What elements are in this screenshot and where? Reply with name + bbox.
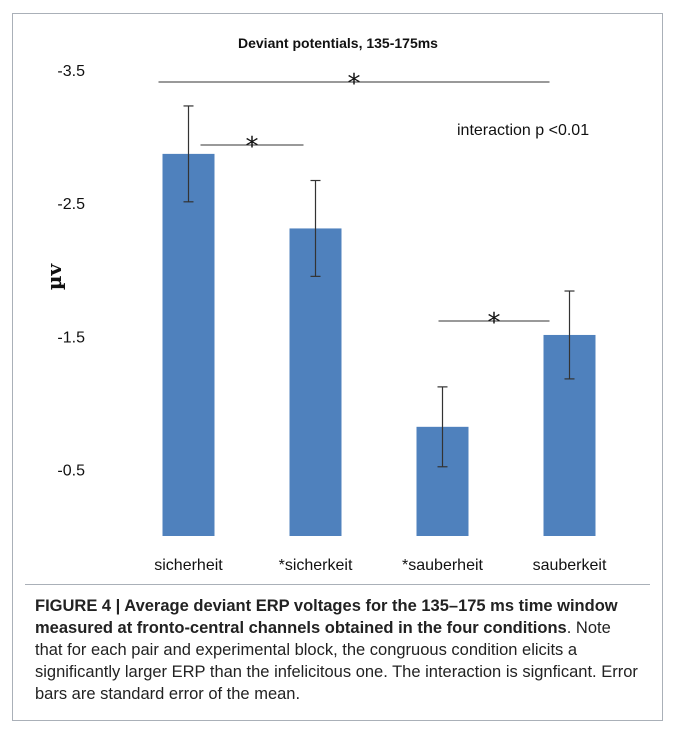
category-label: sauberkeit xyxy=(533,557,607,574)
figure-caption: FIGURE 4 | Average deviant ERP voltages … xyxy=(25,584,650,705)
y-tick-label: -0.5 xyxy=(57,462,85,479)
significance-star: * xyxy=(246,132,259,162)
caption-text: . Note that for each pair and experiment… xyxy=(35,619,638,703)
error-bar xyxy=(437,386,448,468)
bar xyxy=(289,228,342,536)
y-tick-label: -2.5 xyxy=(57,196,85,213)
chart-title: Deviant potentials, 135-175ms xyxy=(238,35,438,51)
significance-star: * xyxy=(348,69,361,99)
caption-bold: FIGURE 4 | Average deviant ERP voltages … xyxy=(35,597,618,637)
error-bar xyxy=(183,105,194,203)
category-label: *sauberheit xyxy=(402,557,484,574)
bar-chart: Deviant potentials, 135-175ms µv interac… xyxy=(42,35,607,574)
figure-panel: Deviant potentials, 135-175ms µv interac… xyxy=(12,13,663,721)
error-bar xyxy=(564,290,575,380)
error-bar xyxy=(310,179,321,277)
significance-star: * xyxy=(488,308,501,338)
y-tick-label: -1.5 xyxy=(57,329,85,346)
category-label: sicherheit xyxy=(154,557,223,574)
interaction-annotation: interaction p <0.01 xyxy=(457,122,589,139)
y-axis-label: µv xyxy=(42,262,66,290)
bar xyxy=(162,153,215,536)
y-tick-label: -3.5 xyxy=(57,63,85,80)
category-label: *sicherkeit xyxy=(279,557,353,574)
